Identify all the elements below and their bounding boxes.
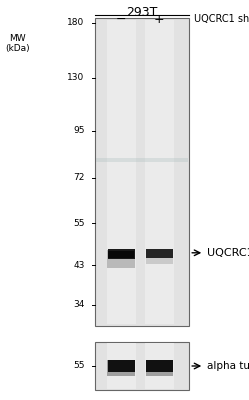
Text: UQCRC1 shRNA: UQCRC1 shRNA [194,14,249,24]
Bar [145,343,174,389]
Text: UQCRC1: UQCRC1 [207,248,249,258]
Text: 43: 43 [73,260,85,270]
Text: 95: 95 [73,126,85,135]
Text: 34: 34 [73,300,85,309]
Bar [108,249,134,260]
Bar [145,20,174,324]
Text: 180: 180 [67,18,85,27]
Text: +: + [154,13,165,26]
Text: alpha tubulin: alpha tubulin [207,361,249,371]
Bar [96,158,188,162]
Bar [146,249,173,258]
Bar [95,18,189,326]
Bar [107,343,135,389]
Text: −: − [116,13,126,26]
Text: 293T: 293T [126,6,158,19]
Text: MW
(kDa): MW (kDa) [5,34,30,53]
Bar [109,251,134,258]
Bar [145,250,173,264]
Text: 72: 72 [73,173,85,182]
Text: 55: 55 [73,219,85,228]
Bar [95,342,189,390]
Bar [108,360,134,372]
Bar [146,360,173,372]
Bar [108,250,135,268]
Text: 55: 55 [73,362,85,370]
Bar [107,20,135,324]
Bar [108,360,135,376]
Bar [145,360,173,376]
Text: 130: 130 [67,73,85,82]
